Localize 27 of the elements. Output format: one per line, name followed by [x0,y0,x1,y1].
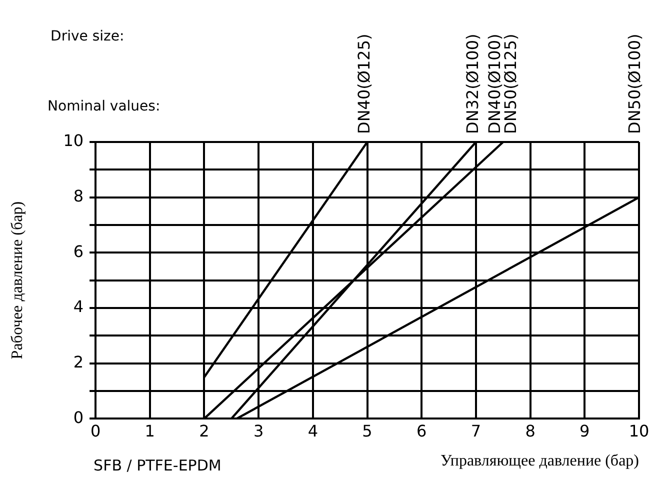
text: SFB / PTFE-EPDM [94,456,222,474]
x-tick-label: 4 [308,421,318,440]
text: DN40(Ø100) [484,34,504,134]
text: DN40(Ø125) [354,34,374,134]
x-tick-label: 7 [470,421,482,440]
text: DN50(Ø100) [625,34,644,134]
text: DN32(Ø100) [463,34,482,134]
text: Nominal values: [48,98,160,115]
x-tick-label: 5 [362,421,372,440]
x-tick-label: 1 [144,421,155,440]
y-tick-label: 8 [73,186,84,206]
x-tick-label: 6 [416,421,427,440]
text: Drive size: [50,28,124,45]
y-tick-label: 2 [73,352,84,372]
y-tick-label: 10 [63,131,84,150]
y-tick-label: 6 [73,242,84,261]
y-axis-title: Рабочее давление (бар) [8,201,26,360]
x-tick-label: 9 [580,421,590,440]
text: DN50(Ø125) [501,34,520,134]
y-tick-label: 4 [73,297,84,316]
x-tick-label: 8 [525,421,536,440]
x-axis-title: Управляющее давление (бар) [440,452,639,470]
y-tick-label: 0 [73,408,84,427]
x-tick-label: 3 [254,421,264,440]
x-tick-label: 0 [90,421,101,440]
x-tick-label: 10 [628,421,650,440]
x-tick-label: 2 [199,421,210,440]
